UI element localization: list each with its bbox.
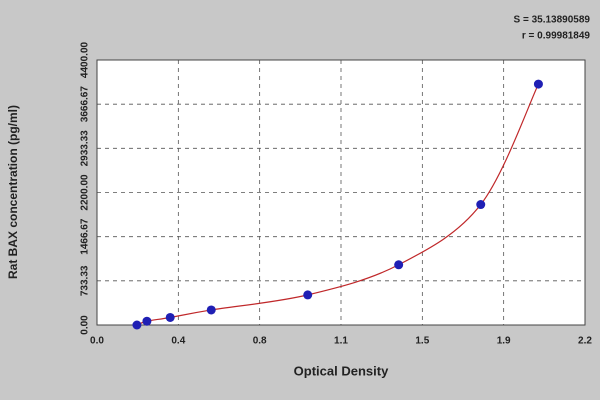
y-tick-label: 3666.67 bbox=[80, 86, 91, 123]
annotation: r = 0.99981849 bbox=[522, 31, 591, 42]
y-tick-label: 2200.00 bbox=[80, 174, 91, 211]
y-tick-label: 1466.67 bbox=[80, 218, 91, 255]
y-tick-label: 4400.00 bbox=[80, 41, 91, 78]
data-point bbox=[476, 200, 486, 210]
data-point bbox=[303, 290, 313, 300]
y-axis-label: Rat BAX concentration (pg/ml) bbox=[6, 105, 20, 279]
data-point bbox=[142, 316, 152, 326]
y-tick-label: 0.00 bbox=[80, 315, 91, 335]
x-tick-label: 0.0 bbox=[90, 336, 104, 347]
x-tick-label: 0.4 bbox=[171, 336, 185, 347]
data-point bbox=[206, 305, 216, 315]
annotation: S = 35.13890589 bbox=[514, 15, 591, 26]
y-tick-label: 733.33 bbox=[80, 265, 91, 296]
x-axis-label: Optical Density bbox=[294, 363, 389, 378]
x-tick-label: 1.1 bbox=[334, 336, 348, 347]
data-point bbox=[394, 260, 404, 270]
data-point bbox=[165, 312, 175, 322]
data-point bbox=[132, 320, 142, 330]
x-tick-label: 1.9 bbox=[497, 336, 511, 347]
plot-border bbox=[96, 59, 586, 326]
x-tick-label: 1.5 bbox=[415, 336, 429, 347]
x-tick-label: 0.8 bbox=[253, 336, 267, 347]
y-tick-label: 2933.33 bbox=[80, 130, 91, 167]
data-point bbox=[533, 79, 543, 89]
x-tick-label: 2.2 bbox=[578, 336, 592, 347]
